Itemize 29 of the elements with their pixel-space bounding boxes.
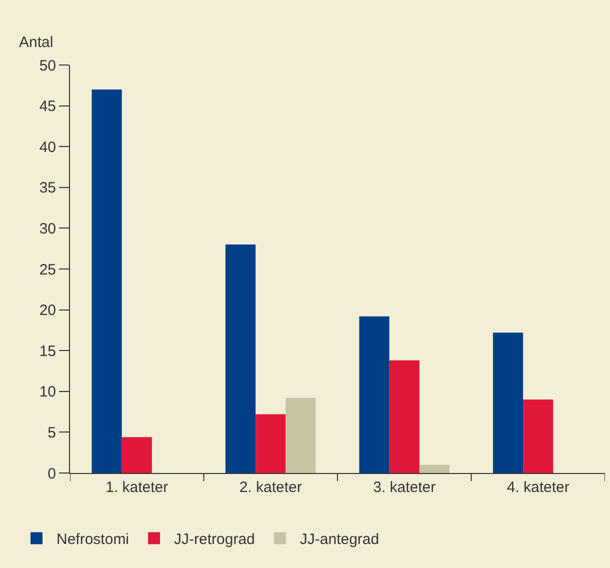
y-tick-label: 5 bbox=[48, 424, 56, 442]
y-tick-label: 45 bbox=[39, 98, 56, 116]
bar bbox=[256, 414, 286, 473]
y-tick-label: 10 bbox=[39, 384, 56, 401]
x-tick-label: 2. kateter bbox=[239, 479, 302, 496]
legend-label: Nefrostomi bbox=[56, 531, 130, 548]
bar bbox=[92, 89, 122, 473]
y-tick-label: 35 bbox=[39, 180, 56, 197]
y-tick-label: 40 bbox=[39, 138, 56, 156]
y-tick-label: 50 bbox=[39, 57, 56, 74]
bar bbox=[122, 437, 152, 473]
y-tick-label: 30 bbox=[39, 220, 56, 238]
x-tick-label: 1. kateter bbox=[106, 479, 168, 496]
bar bbox=[492, 332, 524, 473]
y-tick-label: 15 bbox=[39, 342, 56, 360]
legend-label: JJ-retrograd bbox=[174, 531, 255, 548]
y-tick-label: 20 bbox=[39, 302, 56, 320]
bar bbox=[225, 244, 256, 473]
y-axis-title: Antal bbox=[19, 34, 54, 51]
bar bbox=[286, 398, 316, 473]
legend-label: JJ-antegrad bbox=[300, 531, 380, 548]
bar bbox=[523, 400, 554, 473]
bar bbox=[389, 360, 420, 473]
x-tick-label: 4. kateter bbox=[506, 479, 570, 496]
bar bbox=[359, 316, 390, 473]
y-tick-label: 25 bbox=[39, 261, 56, 278]
x-tick-label: 3. kateter bbox=[373, 479, 436, 496]
bar bbox=[419, 464, 450, 473]
y-tick-label: 0 bbox=[48, 465, 56, 482]
